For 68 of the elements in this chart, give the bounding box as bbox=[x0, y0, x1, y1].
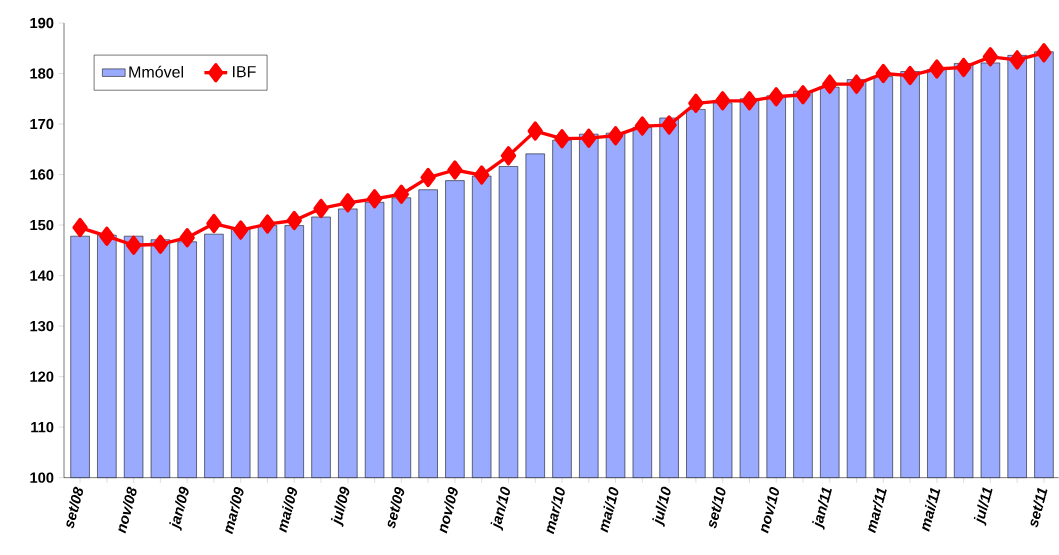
x-tick-label: set/08 bbox=[66, 486, 84, 529]
point bbox=[259, 214, 276, 234]
point bbox=[661, 115, 677, 135]
y-tick-label: 140 bbox=[30, 270, 54, 281]
y-tick-label: 110 bbox=[31, 421, 54, 433]
point bbox=[741, 91, 758, 111]
x-tick-label: jul/11 bbox=[973, 487, 993, 526]
point bbox=[420, 167, 436, 188]
point bbox=[72, 217, 88, 238]
x-tick-label: nov/08 bbox=[118, 486, 137, 534]
y-tick-label: 190 bbox=[30, 17, 54, 29]
point bbox=[313, 198, 329, 219]
x-tick-label: mar/11 bbox=[868, 487, 887, 534]
point bbox=[822, 74, 838, 94]
x-tick-label: nov/09 bbox=[439, 486, 458, 534]
legend-label: Mmóvel bbox=[129, 65, 184, 78]
point bbox=[286, 210, 302, 231]
y-tick-label: 120 bbox=[30, 371, 54, 382]
y-tick-label: 160 bbox=[30, 169, 54, 180]
x-tick-label: jul/10 bbox=[652, 486, 671, 527]
x-tick-label: mar/10 bbox=[546, 487, 565, 535]
point bbox=[634, 116, 650, 136]
point bbox=[152, 234, 169, 254]
x-tick-label: mar/09 bbox=[225, 487, 244, 535]
y-tick-label: 180 bbox=[30, 68, 54, 79]
point bbox=[393, 184, 410, 204]
x-tick-label: nov/10 bbox=[760, 487, 780, 534]
x-tick-label: jan/09 bbox=[169, 486, 189, 531]
y-tick-label: 100 bbox=[30, 472, 54, 483]
point bbox=[929, 59, 945, 79]
x-tick-label: jan/10 bbox=[490, 486, 510, 531]
point bbox=[955, 57, 972, 78]
point bbox=[527, 121, 543, 141]
point bbox=[99, 226, 115, 246]
x-tick-label: jul/09 bbox=[330, 486, 350, 527]
point bbox=[607, 125, 624, 146]
point bbox=[125, 235, 142, 255]
point bbox=[233, 220, 249, 240]
point bbox=[1036, 43, 1052, 63]
point bbox=[474, 165, 490, 185]
x-tick-label: mai/11 bbox=[922, 487, 941, 532]
x-tick-label: set/11 bbox=[1030, 487, 1048, 528]
point bbox=[982, 47, 999, 67]
point bbox=[902, 65, 918, 86]
y-tick-label: 170 bbox=[30, 118, 54, 130]
point bbox=[447, 160, 463, 180]
x-tick-label: jan/11 bbox=[812, 487, 832, 530]
point bbox=[581, 128, 597, 148]
y-tick-label: 130 bbox=[30, 320, 54, 332]
point bbox=[554, 129, 570, 149]
x-tick-label: set/09 bbox=[387, 487, 405, 529]
x-tick-label: mai/10 bbox=[600, 487, 619, 533]
point bbox=[848, 74, 865, 94]
point bbox=[1009, 50, 1025, 70]
legend-label: IBF bbox=[233, 66, 256, 78]
point bbox=[366, 189, 383, 209]
point bbox=[714, 91, 731, 111]
point bbox=[688, 93, 704, 113]
x-tick-label: set/10 bbox=[709, 487, 726, 529]
point bbox=[500, 146, 517, 166]
point bbox=[875, 63, 891, 84]
point bbox=[768, 87, 784, 107]
y-tick-label: 150 bbox=[30, 219, 54, 231]
point bbox=[206, 213, 222, 234]
x-tick-label: mai/09 bbox=[279, 487, 298, 533]
point bbox=[340, 193, 356, 213]
point bbox=[179, 228, 195, 248]
point bbox=[795, 85, 811, 105]
